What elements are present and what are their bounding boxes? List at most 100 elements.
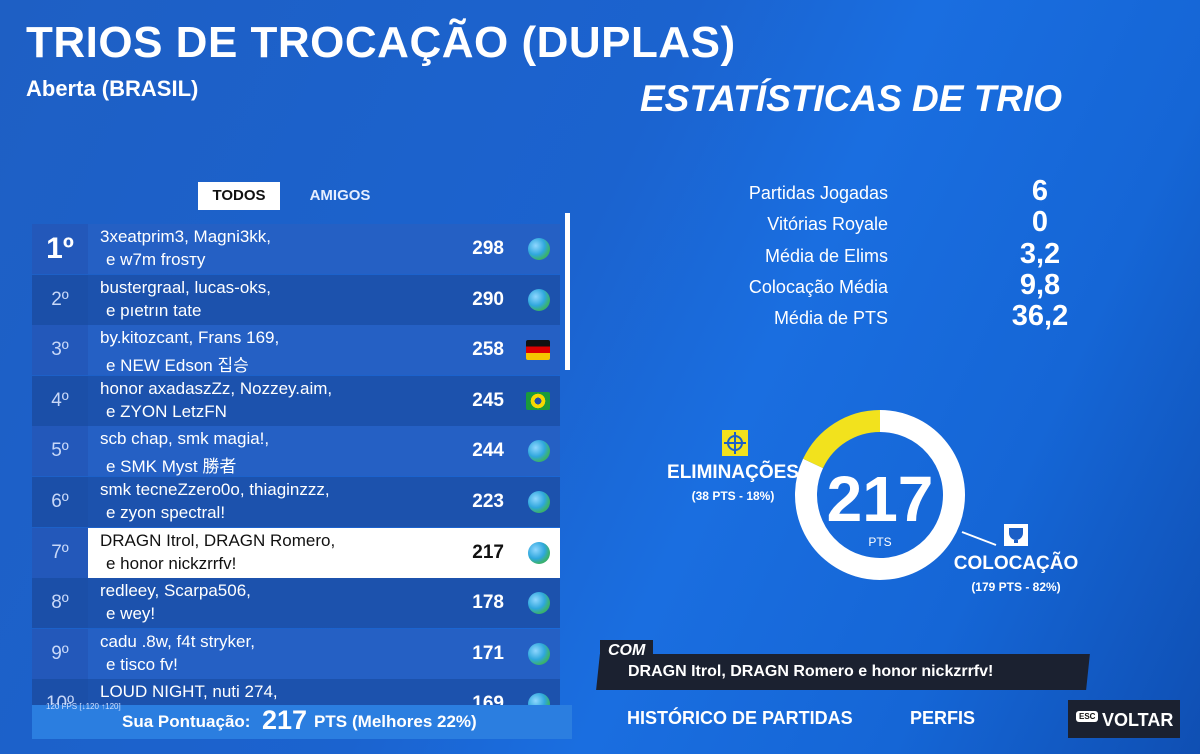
row-body: DRAGN Itrol, DRAGN Romero, e honor nickzr… bbox=[88, 527, 560, 578]
leaderboard-row[interactable]: 6º smk tecneZzero0o, thiaginzzz, e zyon sp… bbox=[32, 477, 560, 527]
player-names: DRAGN Itrol, DRAGN Romero, bbox=[100, 530, 336, 550]
score: 258 bbox=[472, 339, 504, 361]
player-names: redleey, Scarpa506, bbox=[100, 581, 251, 601]
stat-label: Partidas Jogadas bbox=[748, 183, 888, 203]
player-names: e pıetrın tate bbox=[106, 300, 202, 320]
stat-label: Média de PTS bbox=[773, 308, 888, 329]
rank: 2º bbox=[51, 288, 69, 310]
player-names: e honor nickzrrfv! bbox=[106, 553, 237, 573]
row-body: scb chap, smk magia!, e SMK Myst 勝者 244 bbox=[88, 426, 560, 477]
player-names: LOUD NIGHT, nuti 274, bbox=[100, 682, 278, 702]
stat-value: 9,8 bbox=[1019, 268, 1061, 301]
player-names: e zyon spectral! bbox=[106, 503, 226, 522]
elims-caption: (38 PTS - 18%) bbox=[691, 489, 775, 503]
score-value: 217 bbox=[262, 705, 308, 735]
player-names: honor axadaszZz, Nozzey.aim, bbox=[100, 378, 333, 398]
player-names: bustergraal, lucas-oks, bbox=[100, 277, 272, 297]
rank: 5º bbox=[51, 440, 69, 462]
score: 171 bbox=[472, 642, 504, 664]
donut-segment bbox=[803, 410, 881, 469]
leaderboard-row[interactable]: 9º cadu .8w, f4t stryker, e tisco fv! 171 bbox=[32, 628, 560, 679]
region-flag bbox=[528, 592, 550, 615]
title: TRIOS DE TROCAÇÃO (DUPLAS) bbox=[26, 18, 736, 67]
score-label: Sua Pontuação: bbox=[122, 712, 251, 731]
row-body: smk tecneZzero0o, thiaginzzz, e zyon spec… bbox=[88, 477, 560, 527]
rank: 7º bbox=[51, 541, 69, 563]
leaderboard-row[interactable]: 2º bustergraal, lucas-oks, e pıetrın tate 2… bbox=[32, 274, 560, 325]
score-bar bbox=[32, 705, 572, 739]
stat-label: Média de Elims bbox=[764, 245, 888, 266]
esc-key: ESC bbox=[1076, 711, 1099, 722]
tab-friends[interactable]: AMIGOS bbox=[309, 187, 371, 204]
region-flag bbox=[528, 440, 550, 463]
leaderboard-row[interactable]: 5º scb chap, smk magia!, e SMK Myst 勝者 244 bbox=[32, 426, 560, 477]
player-names: e SMK Myst 勝者 bbox=[106, 457, 237, 477]
back-label[interactable]: VOLTAR bbox=[1102, 710, 1174, 730]
region-flag bbox=[526, 340, 550, 361]
donut-chart: 217 PTS bbox=[722, 410, 1028, 580]
score-unit: PTS bbox=[314, 712, 348, 731]
rank: 8º bbox=[51, 592, 69, 614]
placement-label: COLOCAÇÃO bbox=[953, 553, 1079, 574]
team-names: DRAGN Itrol, DRAGN Romero e honor nickzr… bbox=[628, 663, 994, 680]
score: 178 bbox=[472, 592, 504, 614]
leaderboard-row[interactable]: 7º DRAGN Itrol, DRAGN Romero, e honor nick… bbox=[32, 527, 560, 578]
score: 223 bbox=[472, 491, 504, 512]
stat-value: 36,2 bbox=[1011, 300, 1069, 333]
rank: 4º bbox=[51, 389, 69, 411]
player-names: scb chap, smk magia!, bbox=[100, 429, 270, 449]
connector bbox=[961, 531, 997, 546]
stat-label: Colocação Média bbox=[748, 276, 888, 297]
region-flag bbox=[526, 391, 550, 410]
stat-value: 6 bbox=[1031, 175, 1049, 207]
player-names: e tisco fv! bbox=[106, 654, 178, 674]
rank: 9º bbox=[51, 642, 69, 664]
score: 245 bbox=[472, 389, 504, 411]
placement-caption: (179 PTS - 82%) bbox=[971, 580, 1061, 594]
scrollbar[interactable] bbox=[565, 213, 570, 370]
leaderboard-row[interactable]: 4º honor axadaszZz, Nozzey.aim, e ZYON Let… bbox=[32, 375, 560, 426]
player-names: e w7m frosтy bbox=[106, 250, 206, 269]
fps: 120 FPS [↓120 ↑120] bbox=[46, 702, 121, 711]
tab-all[interactable]: TODOS bbox=[198, 182, 280, 210]
player-names: cadu .8w, f4t stryker, bbox=[100, 631, 255, 651]
rank: 3º bbox=[51, 339, 69, 361]
profiles-button[interactable]: PERFIS bbox=[910, 708, 976, 728]
row-body: 3xeatprim3, Magni3kk, e w7m frosтy 298 bbox=[88, 224, 560, 274]
stat-value: 0 bbox=[1031, 206, 1049, 239]
stat-label: Vitórias Royale bbox=[767, 214, 888, 235]
score: 290 bbox=[472, 288, 504, 310]
leaderboard-row[interactable]: 1º 3xeatprim3, Magni3kk, e w7m frosтy 298 bbox=[32, 224, 560, 274]
player-names: e wey! bbox=[106, 604, 156, 624]
player-names: smk tecneZzero0o, thiaginzzz, bbox=[100, 480, 330, 499]
rank: 1º bbox=[46, 232, 74, 265]
row-body: by.kitozcant, Frans 169, e NEW Edson 집승 25… bbox=[88, 325, 560, 376]
team-tag: COM bbox=[600, 640, 654, 662]
player-names: e NEW Edson 집승 bbox=[106, 356, 249, 376]
score: 217 bbox=[472, 541, 504, 563]
subtitle: Aberta (BRASIL) bbox=[26, 76, 199, 101]
stat-value: 3,2 bbox=[1019, 237, 1061, 270]
player-names: e ZYON LetzFN bbox=[106, 401, 227, 421]
row-body: redleey, Scarpa506, e wey! 178 bbox=[88, 578, 560, 629]
region-flag bbox=[528, 491, 550, 513]
row-body: bustergraal, lucas-oks, e pıetrın tate 290 bbox=[88, 274, 560, 325]
score: 244 bbox=[472, 440, 504, 462]
rank: 6º bbox=[51, 491, 69, 512]
row-body: honor axadaszZz, Nozzey.aim, e ZYON LetzF… bbox=[88, 375, 560, 426]
player-names: 3xeatprim3, Magni3kk, bbox=[100, 227, 272, 246]
row-body: cadu .8w, f4t stryker, e tisco fv! 171 bbox=[88, 628, 560, 679]
donut-unit: PTS bbox=[868, 535, 891, 549]
leaderboard-row[interactable]: 3º by.kitozcant, Frans 169, e NEW Edson 집승… bbox=[32, 325, 560, 376]
region-flag bbox=[528, 541, 550, 564]
region-flag bbox=[528, 642, 550, 665]
donut-segment bbox=[795, 410, 965, 580]
history-button[interactable]: HISTÓRICO DE PARTIDAS bbox=[627, 708, 853, 728]
score-rank: (Melhores 22%) bbox=[352, 712, 477, 731]
region-flag bbox=[528, 288, 550, 311]
leaderboard-row[interactable]: 8º redleey, Scarpa506, e wey! 178 bbox=[32, 578, 560, 629]
donut-total: 217 bbox=[827, 463, 934, 535]
elims-label: ELIMINAÇÕES bbox=[667, 462, 799, 483]
